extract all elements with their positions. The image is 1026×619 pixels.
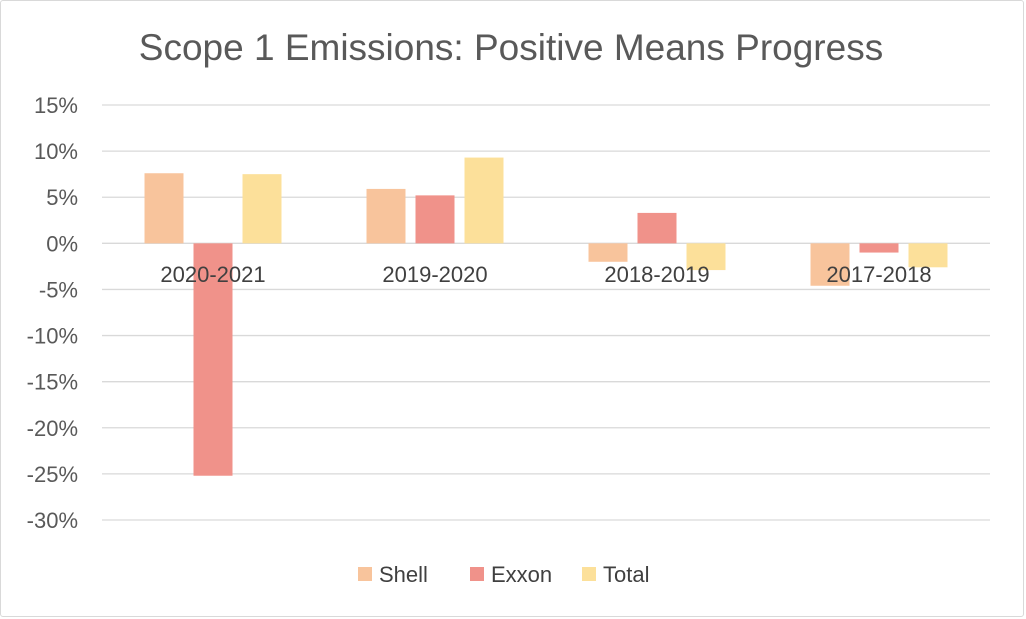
y-tick-label: -20% [27, 416, 78, 441]
bar-total-2018-2019 [686, 243, 726, 271]
bars [144, 157, 948, 476]
category-label: 2017-2018 [826, 262, 931, 287]
y-tick-label: -10% [27, 324, 78, 349]
bar-total-2019-2020 [464, 157, 504, 244]
category-label: 2019-2020 [382, 262, 487, 287]
legend-swatch-total [582, 567, 596, 581]
y-tick-label: -30% [27, 508, 78, 533]
y-tick-label: 15% [34, 93, 78, 118]
legend-label-total: Total [603, 562, 649, 587]
category-label: 2018-2019 [604, 262, 709, 287]
y-axis-ticks: 15% 10% 5% 0% -5% -10% -15% -20% -25% -30% [27, 93, 78, 533]
legend-label-exxon: Exxon [491, 562, 552, 587]
bar-total-2020-2021 [242, 174, 282, 244]
bar-shell-2019-2020 [366, 188, 406, 244]
bar-exxon-2020-2021 [193, 243, 233, 476]
legend-label-shell: Shell [379, 562, 428, 587]
y-tick-label: -5% [39, 277, 78, 302]
category-labels: 2020-2021 2019-2020 2018-2019 2017-2018 [160, 262, 931, 287]
bar-exxon-2019-2020 [415, 195, 455, 244]
y-tick-label: 10% [34, 139, 78, 164]
bar-shell-2018-2019 [588, 243, 628, 262]
bar-shell-2020-2021 [144, 173, 184, 244]
bar-exxon-2018-2019 [637, 212, 677, 244]
chart-title: Scope 1 Emissions: Positive Means Progre… [139, 27, 883, 68]
legend-swatch-exxon [470, 567, 484, 581]
category-label: 2020-2021 [160, 262, 265, 287]
y-tick-label: -15% [27, 370, 78, 395]
bar-total-2017-2018 [908, 243, 948, 268]
legend-swatch-shell [358, 567, 372, 581]
bar-shell-2017-2018 [810, 243, 850, 286]
y-tick-label: 0% [46, 231, 78, 256]
legend: Shell Exxon Total [358, 562, 649, 587]
bar-exxon-2017-2018 [859, 243, 899, 253]
y-tick-label: -25% [27, 462, 78, 487]
gridlines [102, 104, 990, 521]
y-tick-label: 5% [46, 185, 78, 210]
